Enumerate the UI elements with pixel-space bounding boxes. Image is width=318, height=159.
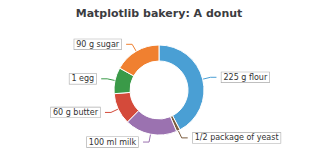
svg-text:225 g flour: 225 g flour	[223, 73, 267, 82]
svg-text:90 g sugar: 90 g sugar	[76, 40, 120, 49]
svg-text:60 g butter: 60 g butter	[53, 108, 99, 117]
svg-text:Matplotlib bakery: A donut: Matplotlib bakery: A donut	[76, 7, 243, 20]
svg-text:100 ml milk: 100 ml milk	[89, 138, 137, 147]
svg-text:1/2 package of yeast: 1/2 package of yeast	[195, 133, 279, 142]
svg-text:1 egg: 1 egg	[71, 74, 94, 83]
